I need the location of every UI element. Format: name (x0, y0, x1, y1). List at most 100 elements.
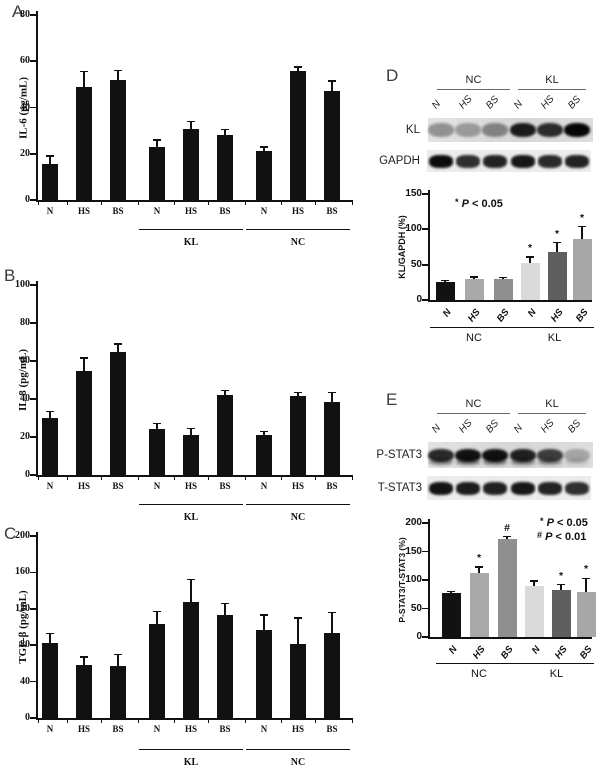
B-y-tickmark (30, 322, 37, 324)
D-group-line-0 (430, 327, 518, 329)
B-error-cap-8 (328, 391, 336, 394)
B-error-line-5 (224, 390, 226, 396)
C-error-cap-2 (114, 653, 122, 655)
A-x-tickmark (281, 200, 283, 205)
E-annotation-1: # P < 0.01 (537, 530, 587, 543)
B-error-cap-3 (153, 423, 161, 425)
D-blot-group-underline-0 (437, 89, 510, 90)
D-blot-band-1-0 (429, 154, 453, 168)
B-bar-4 (183, 435, 199, 475)
E-error-cap-0 (447, 590, 455, 593)
C-x-tickmark (208, 718, 210, 723)
B-error-cap-0 (46, 410, 54, 413)
B-bar-2 (110, 352, 126, 475)
E-error-line-5 (585, 578, 587, 592)
D-blot-band-0-3 (510, 123, 536, 137)
D-error-cap-5 (578, 225, 586, 228)
C-x-label-3: N (153, 724, 161, 734)
A-bar-6 (256, 151, 272, 200)
D-blot-lane-label-0: N (430, 98, 444, 112)
B-bar-8 (324, 401, 340, 475)
A-x-tickmark (352, 200, 354, 205)
A-y-tick-label: 20 (20, 147, 30, 159)
C-error-line-0 (49, 633, 51, 644)
C-error-line-2 (117, 654, 119, 667)
E-blot-band-0-4 (537, 448, 563, 462)
B-y-tickmark (30, 474, 37, 476)
C-error-line-6 (263, 615, 265, 630)
C-y-tickmark (30, 571, 37, 574)
C-bar-6 (256, 629, 272, 718)
B-bar-1 (76, 371, 92, 475)
A-error-cap-0 (46, 155, 54, 157)
B-group-line-1 (246, 504, 350, 506)
C-y-axis (36, 532, 38, 720)
B-x-label-2: BS (112, 481, 124, 491)
E-y-tick-label: 100 (405, 574, 422, 585)
A-bar-7 (290, 70, 306, 200)
A-error-cap-3 (153, 139, 161, 141)
E-blot-band2-0-2 (483, 459, 507, 465)
C-x-label-8: BS (326, 724, 338, 734)
panel-label-D: D (386, 66, 399, 85)
D-sig-4: * (554, 227, 560, 240)
panel-label-B: B (4, 266, 16, 285)
E-error-cap-1 (475, 566, 483, 568)
E-blot-lane-label-0: N (430, 422, 444, 436)
D-y-axis (428, 190, 430, 302)
E-annotation-0: * P < 0.05 (540, 516, 588, 529)
panel-label-C: C (4, 524, 17, 543)
E-blot-band-1-0 (429, 481, 453, 495)
C-x-tickmark (38, 718, 40, 723)
C-y-tickmark (30, 717, 37, 719)
E-blot-band2-0-5 (565, 459, 589, 465)
B-error-line-1 (83, 358, 85, 372)
B-group-line-0 (139, 504, 243, 506)
A-bar-2 (110, 79, 126, 200)
B-y-tickmark (30, 398, 37, 400)
E-blot-band-0-0 (428, 448, 454, 462)
D-blot-band-0-4 (537, 123, 563, 137)
E-blot-band-0-5 (564, 448, 590, 462)
D-blot-band-0-5 (564, 123, 590, 137)
B-error-line-8 (331, 392, 333, 402)
D-bar-0 (435, 281, 455, 300)
A-x-tickmark (101, 200, 103, 205)
A-x-label-7: HS (291, 206, 304, 216)
C-error-line-7 (297, 617, 299, 645)
E-y-tickmark (422, 550, 429, 553)
A-x-tickmark (67, 200, 69, 205)
D-y-tick-label: 150 (405, 188, 422, 199)
C-bar-8 (324, 633, 340, 718)
A-group-line-0 (139, 229, 243, 231)
panel-label-A: A (12, 2, 24, 21)
C-x-label-1: HS (77, 724, 90, 734)
C-error-line-5 (224, 603, 226, 616)
E-y-tickmark (422, 522, 429, 524)
D-error-line-1 (473, 277, 475, 279)
D-error-line-5 (581, 226, 583, 239)
C-y-tickmark (30, 535, 37, 537)
A-bar-5 (217, 135, 233, 200)
C-error-cap-0 (46, 632, 54, 635)
C-y-tick-label: 120 (15, 602, 30, 614)
D-y-tickmark (422, 263, 429, 266)
D-bar-1 (464, 278, 484, 300)
C-y-tick-label: 40 (20, 675, 30, 687)
C-x-tickmark (137, 718, 139, 723)
C-x-tickmark (174, 718, 176, 723)
E-group-label-1: KL (549, 668, 564, 680)
D-error-line-4 (556, 242, 558, 252)
A-y-axis-label: IL-6 (pg/mL) (17, 76, 29, 139)
A-group-line-1 (246, 229, 350, 231)
E-blot-group-underline-0 (437, 413, 510, 414)
C-bar-0 (42, 643, 58, 718)
A-group-label-1: NC (290, 237, 306, 248)
C-y-tick-label: 0 (25, 712, 30, 723)
D-error-cap-2 (499, 277, 507, 279)
E-error-cap-4 (557, 583, 565, 586)
B-error-line-4 (190, 428, 192, 436)
C-group-label-0: KL (183, 757, 199, 768)
D-y-tickmark (422, 228, 429, 231)
C-x-label-0: N (46, 724, 54, 734)
